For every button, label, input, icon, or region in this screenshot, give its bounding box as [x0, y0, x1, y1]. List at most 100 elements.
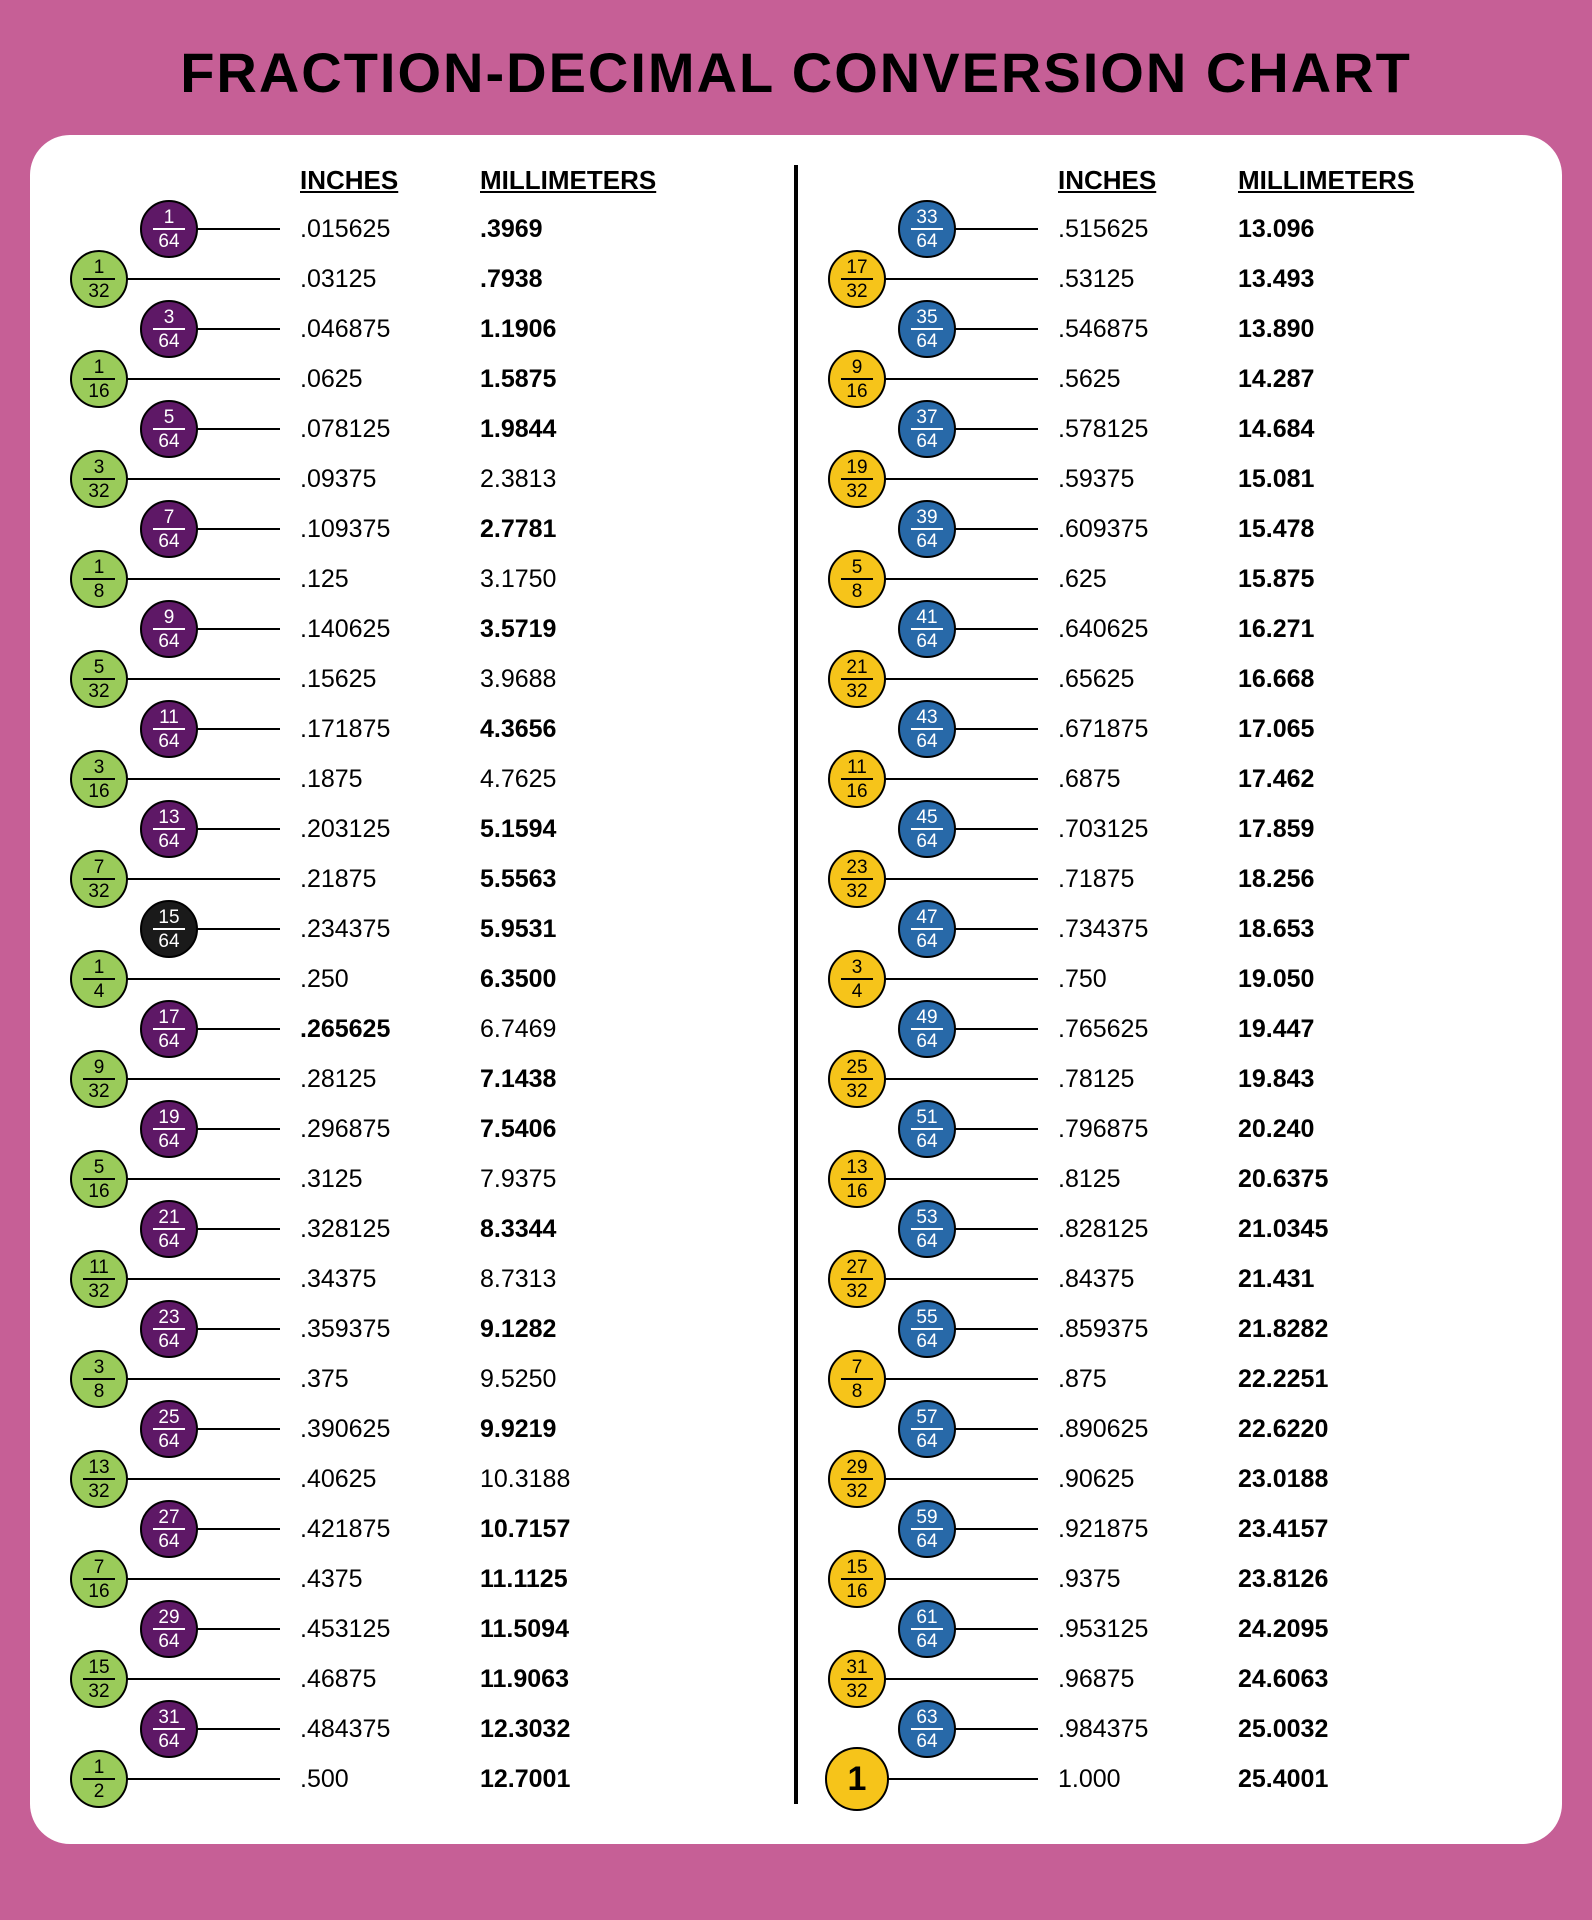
fraction-slot-inner: 964 [140, 604, 210, 654]
fraction-slot-outer: 78 [828, 1354, 898, 1404]
fraction-slot-inner: 2564 [140, 1404, 210, 1454]
millimeters-value: 19.050 [1238, 965, 1418, 994]
fraction-circle: 1316 [828, 1150, 886, 1208]
fraction-denominator: 16 [88, 382, 109, 401]
connector-line [948, 1228, 1038, 1230]
inches-value: .390625 [300, 1415, 480, 1444]
fraction-bar [83, 678, 115, 680]
table-row: 3364.51562513.096 [828, 204, 1522, 254]
table-row: 1132.343758.7313 [70, 1254, 764, 1304]
table-row: 5364.82812521.0345 [828, 1204, 1522, 1254]
fraction-circle: 14 [70, 950, 128, 1008]
table-row: 2532.7812519.843 [828, 1054, 1522, 1104]
fraction-numerator: 9 [164, 608, 175, 627]
fraction-circle: 2732 [828, 1250, 886, 1308]
millimeters-value: 3.1750 [480, 565, 660, 594]
table-row: 332.093752.3813 [70, 454, 764, 504]
connector-line [120, 478, 280, 480]
fraction-numerator: 7 [94, 1558, 105, 1577]
fraction-slot-inner: 3764 [898, 404, 968, 454]
millimeters-value: 21.431 [1238, 1265, 1418, 1294]
inches-value: .8125 [1058, 1165, 1238, 1194]
fraction-bar [911, 1628, 943, 1630]
fraction-bar [911, 1328, 943, 1330]
table-row: 916.562514.287 [828, 354, 1522, 404]
fraction-bar [83, 1078, 115, 1080]
fraction-slot-outer [70, 1304, 140, 1354]
millimeters-value: 14.684 [1238, 415, 1418, 444]
table-row: 516.31257.9375 [70, 1154, 764, 1204]
connector-line [948, 1428, 1038, 1430]
table-row: 2732.8437521.431 [828, 1254, 1522, 1304]
table-row: 2932.9062523.0188 [828, 1454, 1522, 1504]
fraction-denominator: 32 [846, 1282, 867, 1301]
fraction-numerator: 1 [94, 358, 105, 377]
fraction-slot-inner: 3564 [898, 304, 968, 354]
millimeters-value: 16.668 [1238, 665, 1418, 694]
connector-line [948, 928, 1038, 930]
millimeters-value: 15.478 [1238, 515, 1418, 544]
millimeters-value: 9.5250 [480, 1365, 660, 1394]
fraction-denominator: 64 [158, 1032, 179, 1051]
table-row: 12.50012.7001 [70, 1754, 764, 1804]
fraction-bar [153, 1128, 185, 1130]
connector-line [878, 278, 1038, 280]
millimeters-value: 11.1125 [480, 1565, 660, 1594]
fraction-denominator: 32 [846, 882, 867, 901]
table-row: 1764.2656256.7469 [70, 1004, 764, 1054]
table-row: 2764.42187510.7157 [70, 1504, 764, 1554]
fraction-circle: 78 [828, 1350, 886, 1408]
fraction-circle: 4764 [898, 900, 956, 958]
inches-value: .750 [1058, 965, 1238, 994]
fraction-numerator: 5 [94, 658, 105, 677]
millimeters-value: 23.8126 [1238, 1565, 1418, 1594]
fraction-bar [83, 878, 115, 880]
connector-line [878, 1378, 1038, 1380]
fraction-circle: 4364 [898, 700, 956, 758]
inches-value: .453125 [300, 1615, 480, 1644]
fraction-circle: 5164 [898, 1100, 956, 1158]
fraction-numerator: 29 [846, 1458, 867, 1477]
table-row: 964.1406253.5719 [70, 604, 764, 654]
fraction-slot-inner: 5564 [898, 1304, 968, 1354]
connector-line [878, 878, 1038, 880]
fraction-slot-outer: 2132 [828, 654, 898, 704]
fraction-denominator: 32 [846, 282, 867, 301]
inches-value: .328125 [300, 1215, 480, 1244]
fraction-denominator: 64 [158, 1732, 179, 1751]
fraction-slot-outer: 1132 [70, 1254, 140, 1304]
fraction-circle: 2932 [828, 1450, 886, 1508]
fraction-circle: 58 [828, 550, 886, 608]
fraction-slot-inner: 5364 [898, 1204, 968, 1254]
connector-line [948, 528, 1038, 530]
connector-line [948, 428, 1038, 430]
table-row: 58.62515.875 [828, 554, 1522, 604]
fraction-numerator: 15 [88, 1658, 109, 1677]
fraction-numerator: 31 [846, 1658, 867, 1677]
fraction-numerator: 1 [94, 558, 105, 577]
fraction-bar [911, 228, 943, 230]
fraction-slot-outer [70, 1604, 140, 1654]
fraction-bar [911, 1428, 943, 1430]
fraction-numerator: 23 [846, 858, 867, 877]
table-row: 1332.4062510.3188 [70, 1454, 764, 1504]
connector-line [190, 1028, 280, 1030]
fraction-numerator: 15 [846, 1558, 867, 1577]
inches-value: .4375 [300, 1565, 480, 1594]
fraction-slot-outer: 1332 [70, 1454, 140, 1504]
fraction-denominator: 64 [916, 1032, 937, 1051]
fraction-numerator: 35 [916, 308, 937, 327]
fraction-numerator: 9 [852, 358, 863, 377]
fraction-slot-outer: 1316 [828, 1154, 898, 1204]
fraction-numerator: 39 [916, 508, 937, 527]
fraction-circle: 564 [140, 400, 198, 458]
inches-value: .875 [1058, 1365, 1238, 1394]
fraction-numerator: 63 [916, 1708, 937, 1727]
millimeters-value: 22.6220 [1238, 1415, 1418, 1444]
fraction-denominator: 64 [916, 1432, 937, 1451]
connector-line [878, 378, 1038, 380]
fraction-circle: 1532 [70, 1650, 128, 1708]
fraction-bar [83, 1178, 115, 1180]
inches-value: .34375 [300, 1265, 480, 1294]
fraction-denominator: 64 [916, 1132, 937, 1151]
